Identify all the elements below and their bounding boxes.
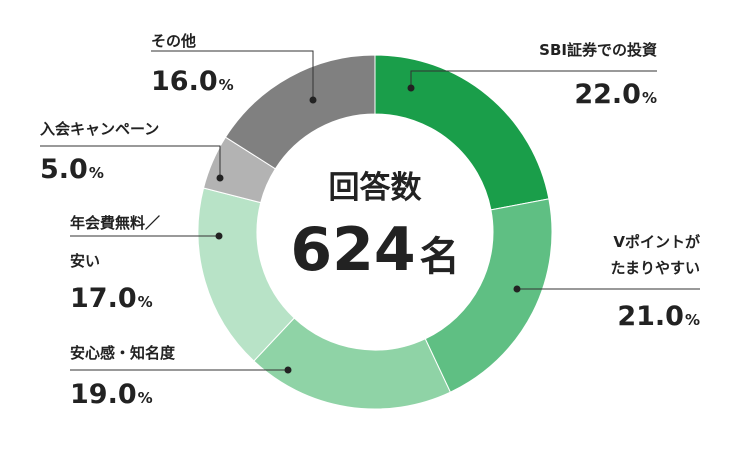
- leader-dot: [513, 285, 521, 293]
- leader-line: [151, 50, 314, 100]
- slice-value: 17.0%: [70, 283, 153, 314]
- slice-label: Vポイントが: [613, 233, 701, 251]
- leader-line: [410, 70, 657, 88]
- leader-dot: [216, 174, 224, 182]
- slice-value: 19.0%: [70, 379, 153, 410]
- slice-label: 安い: [70, 252, 100, 270]
- donut-slice: [253, 317, 452, 410]
- slice-value: 16.0%: [151, 66, 234, 97]
- center-title: 回答数: [329, 170, 422, 206]
- slice-value: 22.0%: [574, 79, 657, 110]
- leader-dot: [284, 366, 292, 374]
- donut-slice: [424, 198, 553, 393]
- center-count: 624 名: [290, 215, 459, 285]
- slice-label: その他: [151, 32, 196, 50]
- center-count-value: 624: [290, 215, 415, 285]
- slice-label: 入会キャンペーン: [40, 120, 159, 138]
- leader-dot: [309, 96, 317, 104]
- leader-lines-group: [40, 50, 700, 374]
- slice-label: SBI証券での投資: [539, 41, 657, 59]
- slice-value: 5.0%: [40, 154, 104, 185]
- slices-group: [197, 54, 553, 410]
- slice-label: 安心感・知名度: [70, 344, 176, 362]
- leader-dot: [407, 84, 415, 92]
- leader-line: [40, 145, 221, 178]
- donut-slice: [224, 54, 376, 170]
- slice-value: 21.0%: [617, 301, 700, 332]
- center-count-unit: 名: [420, 234, 460, 280]
- slice-label: たまりやすい: [610, 259, 700, 277]
- leader-dot: [215, 232, 223, 240]
- slice-label: 年会費無料／: [70, 214, 160, 232]
